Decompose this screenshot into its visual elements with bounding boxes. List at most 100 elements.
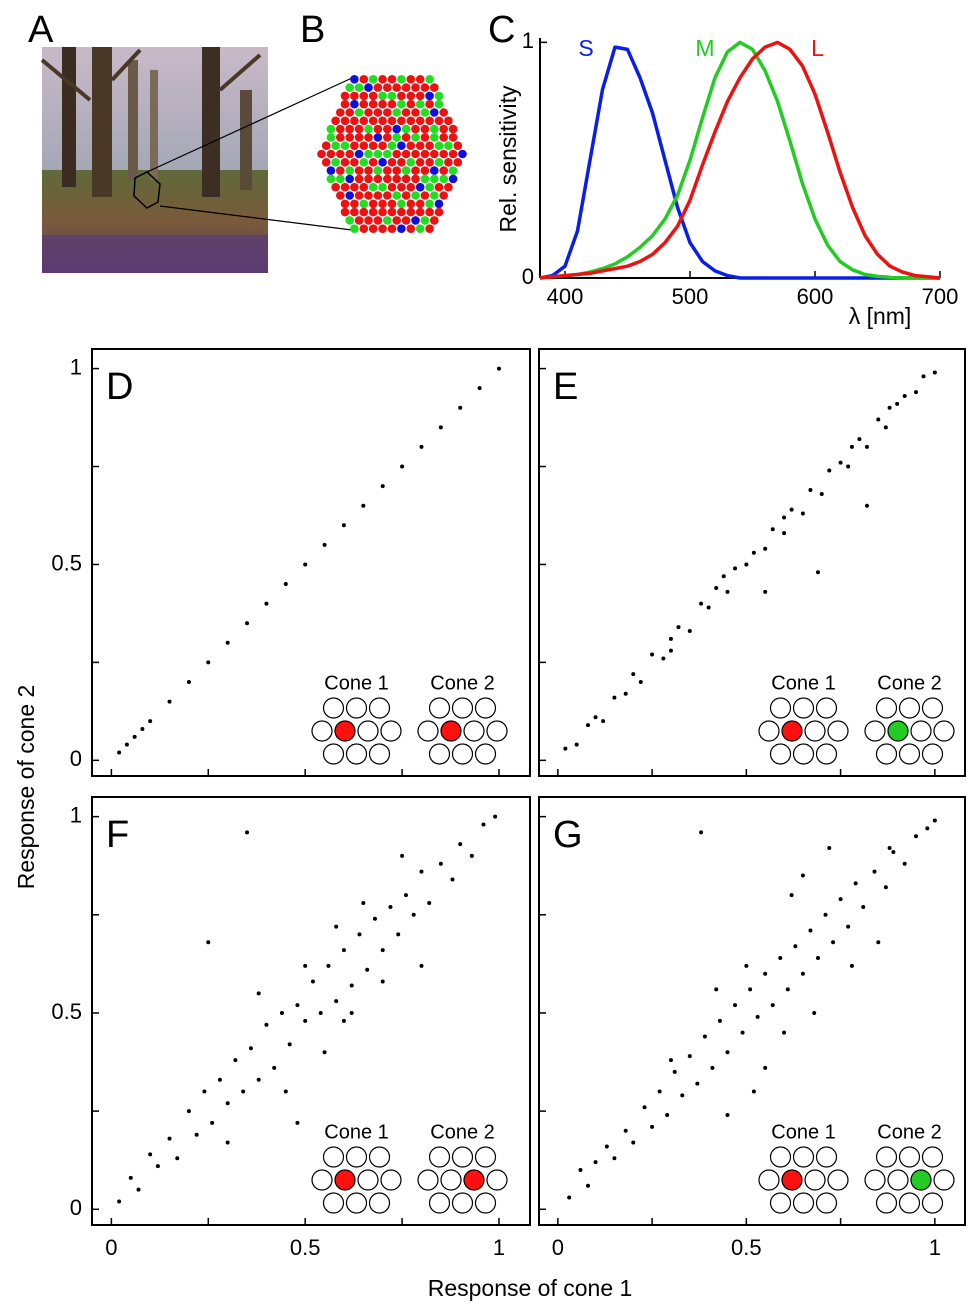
point: [932, 818, 937, 823]
cone: [350, 207, 359, 217]
cone-outline: [921, 1192, 944, 1214]
point: [225, 1101, 230, 1106]
point: [717, 1018, 722, 1023]
point: [419, 444, 424, 449]
cone: [354, 133, 364, 142]
point: [763, 1065, 768, 1070]
cone-outline: [463, 720, 485, 742]
cone-outline: [921, 697, 944, 719]
y-tick-label: 0: [70, 746, 82, 771]
point: [388, 904, 393, 909]
panel-label: F: [106, 814, 129, 856]
cone: [354, 216, 364, 225]
cone: [430, 216, 439, 225]
point: [706, 605, 711, 610]
cone: [420, 149, 430, 159]
cone: [448, 174, 458, 184]
plot-frame: [538, 796, 966, 1226]
series-label: M: [695, 35, 714, 61]
point: [349, 983, 354, 988]
point: [883, 885, 888, 890]
point: [800, 873, 805, 878]
point: [593, 1160, 598, 1165]
point: [755, 1014, 760, 1019]
point: [578, 1168, 583, 1173]
cone-outline: [804, 1169, 826, 1191]
x-tick-label: 0: [105, 1235, 117, 1260]
cone-outline: [311, 1169, 333, 1191]
point: [819, 491, 824, 496]
cone: [430, 124, 439, 134]
cone: [453, 141, 463, 150]
cone: [368, 75, 378, 84]
cone: [425, 182, 434, 192]
cone: [383, 174, 392, 184]
point: [642, 1105, 647, 1110]
cone-outline: [815, 743, 838, 765]
cone: [331, 141, 340, 150]
point: [902, 861, 907, 866]
series-label: L: [811, 35, 824, 61]
point: [827, 468, 832, 473]
point: [714, 987, 719, 992]
cone-outline: [769, 743, 792, 765]
panel-label: B: [300, 9, 325, 51]
cone: [444, 182, 453, 192]
cone-outline: [769, 697, 792, 719]
y-tick-label: 0.5: [51, 550, 82, 575]
point: [770, 527, 775, 532]
point: [921, 374, 926, 379]
cone-outline: [368, 743, 391, 765]
cone: [364, 83, 373, 92]
x-tick-label: 600: [797, 284, 834, 309]
cone: [425, 224, 434, 233]
cone: [453, 158, 463, 167]
point: [427, 901, 432, 906]
point: [567, 1195, 572, 1200]
point: [687, 1054, 692, 1059]
cone: [336, 149, 345, 159]
cone: [434, 182, 444, 192]
cone-label: Cone 1: [324, 672, 389, 694]
x-tick-label: 700: [922, 284, 959, 309]
cone: [340, 158, 350, 167]
cone: [415, 141, 425, 150]
cone: [401, 216, 411, 225]
cone: [336, 124, 345, 134]
cone-label: Cone 1: [771, 1121, 836, 1143]
point: [194, 1132, 199, 1137]
cone-label: Cone 2: [877, 672, 942, 694]
point: [763, 589, 768, 594]
cone: [392, 149, 402, 159]
cone: [401, 124, 411, 134]
cone: [406, 224, 416, 233]
cone: [373, 108, 383, 117]
point: [411, 912, 416, 917]
cone: [392, 133, 402, 142]
cone: [444, 116, 453, 126]
point: [458, 405, 463, 410]
cone: [420, 166, 430, 175]
cone: [354, 166, 364, 175]
cone: [368, 207, 378, 217]
cone: [406, 199, 416, 209]
cone-highlight: [440, 720, 462, 742]
cone: [434, 116, 444, 126]
cone: [350, 141, 359, 150]
point: [206, 660, 211, 665]
cone: [411, 108, 420, 117]
cone: [397, 207, 406, 217]
point: [789, 893, 794, 898]
cone-outline: [486, 720, 508, 742]
cone: [387, 207, 397, 217]
cone: [340, 99, 350, 109]
cone-outline: [933, 1169, 955, 1191]
cone: [411, 216, 420, 225]
cone-highlight: [887, 720, 909, 742]
panel-label: G: [553, 814, 583, 856]
cone-outline: [474, 1192, 497, 1214]
cone: [373, 124, 383, 134]
cone-outline: [451, 697, 474, 719]
point: [140, 726, 145, 731]
x-tick-label: 0.5: [290, 1235, 321, 1260]
